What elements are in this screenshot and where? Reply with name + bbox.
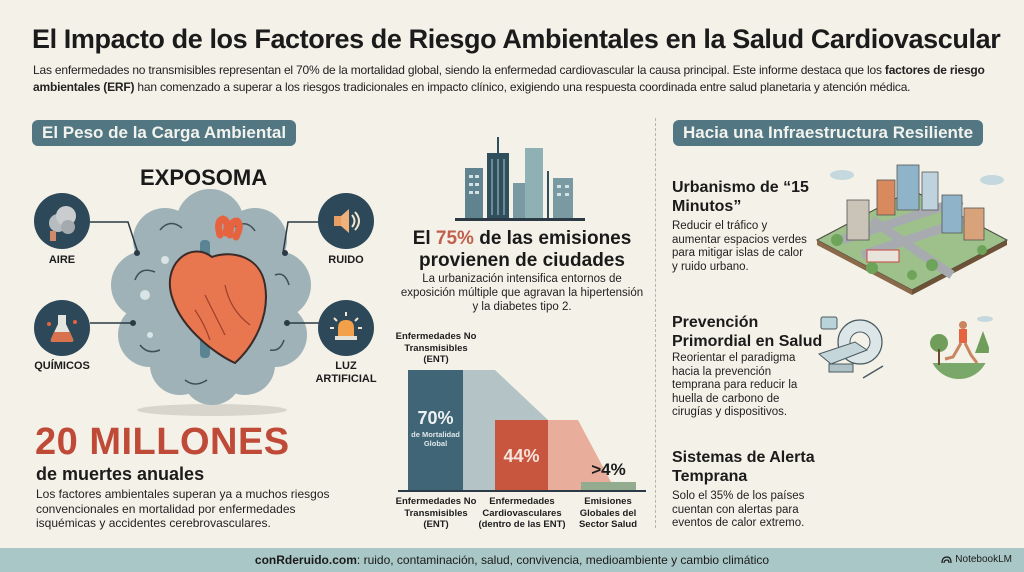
item-desc-urbanismo: Reducir el tráfico y aumentar espacios v… [672,220,807,273]
notebooklm-brand: NotebookLM [941,554,1012,565]
isometric-city-icon [815,164,1009,295]
factor-label-aire: AIRE [48,254,76,266]
big-number-description: Los factores ambientales superan ya a mu… [36,487,330,530]
bar1-value: 70% [417,408,454,428]
item-title-prevencion: Prevención Primordial en Salud [672,314,823,350]
footer-text: conRderuido.com: ruido, contaminación, s… [0,553,1024,567]
intro-text-2: han comenzado a superar a los riesgos tr… [134,79,911,94]
headline-accent: 75% [435,228,474,249]
headline-pre: El [412,228,436,249]
factor-label-luz-artificial: LUZ ARTIFICIAL [315,360,377,385]
item-title-urbanismo: Urbanismo de “15 Minutos” [672,179,809,215]
x-label-cardio: Enfermedades Cardiovasculares (dentro de… [478,496,566,530]
footer-site-link[interactable]: conRderuido.com [254,553,357,567]
footer-bar: conRderuido.com: ruido, contaminación, s… [0,548,1024,572]
bar1-sub-label: de Mortalidad Global [411,430,460,448]
mri-scanner-icon [817,316,884,379]
intro-bold: factores de riesgo ambientales (ERF) [33,63,985,94]
headline-post: de las emisiones provienen de ciudades [419,228,632,271]
section-pill-left: El Peso de la Carga Ambiental [32,120,297,146]
section-pill-right: Hacia una Infraestructura Resiliente [673,120,984,146]
skyline-icon [455,137,585,221]
city-emissions-headline: El 75% de las emisiones provienen de ciu… [400,228,644,272]
intro-paragraph: Las enfermedades no transmisibles repres… [33,62,1003,95]
big-number: 20 MILLONES [35,421,290,463]
intro-text-1: Las enfermedades no transmisibles repres… [33,63,885,77]
big-number-subtitle: de muertes anuales [36,464,205,484]
exposoma-title: EXPOSOMA [140,165,268,190]
speaker-icon [318,193,374,249]
alarm-light-icon [318,300,374,356]
item-desc-alerta: Solo el 35% de los países cuentan con al… [672,490,805,529]
runner-icon [929,316,993,379]
bar3-value: >4% [591,460,626,479]
brand-label: NotebookLM [955,554,1012,565]
flask-icon [34,300,90,356]
x-label-emissions: Emisiones Globales del Sector Salud [578,496,638,530]
factor-label-quimicos: QUÍMICOS [34,360,90,372]
x-label-ent: Enfermedades No Transmisibles (ENT) [395,496,477,530]
bar2-value: 44% [503,446,540,466]
chart-top-label: Enfermedades No Transmisibles (ENT) [395,331,477,365]
connector-lines [90,221,324,324]
item-title-alerta: Sistemas de Alerta Temprana [672,449,815,485]
footer-tagline: : ruido, contaminación, salud, convivenc… [356,553,770,567]
item-desc-prevencion: Reorientar el paradigma hacia la prevenc… [672,352,798,418]
page-title: El Impacto de los Factores de Riesgo Amb… [32,24,1001,54]
city-emissions-description: La urbanización intensifica entornos de … [400,273,644,313]
heart-in-cloud-icon [111,189,311,416]
funnel-bar-chart [398,370,646,492]
smoke-icon [34,193,90,249]
factor-label-ruido: RUIDO [328,254,364,266]
notebooklm-logo-icon [941,556,952,564]
section-divider [655,118,656,528]
